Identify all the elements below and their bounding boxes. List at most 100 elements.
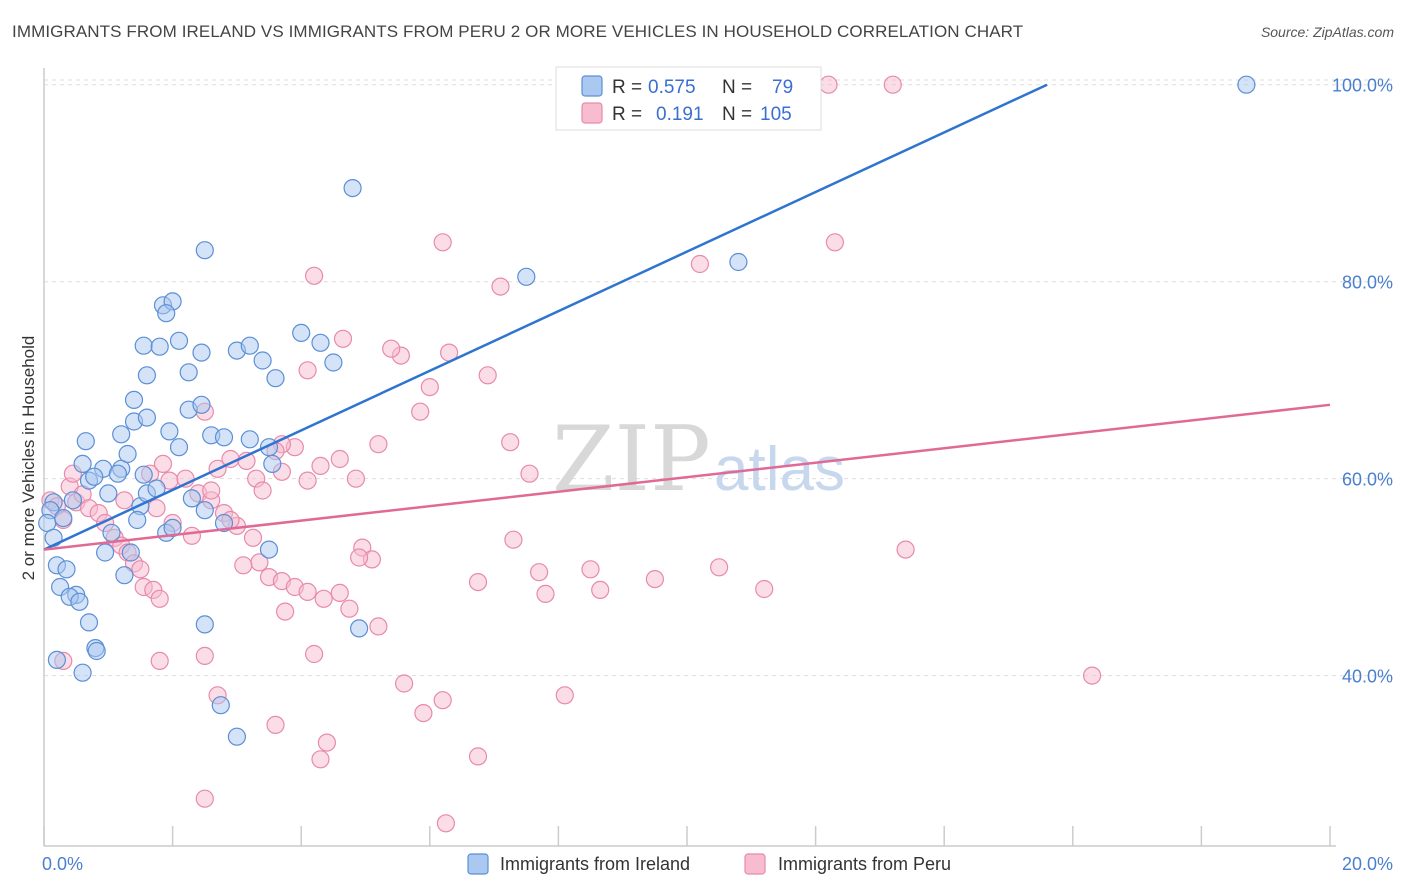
ireland-point (182, 489, 201, 508)
peru-point (305, 644, 324, 664)
y-tick-label: 80.0% (1342, 273, 1393, 293)
ireland-point (169, 331, 189, 350)
ireland-point (214, 513, 234, 533)
peru-point (709, 558, 729, 577)
stats-legend: R = 0.575 N = 79 R = 0.191 N = 105 (555, 66, 822, 131)
ireland-point (1237, 75, 1256, 94)
chart-title: IMMIGRANTS FROM IRELAND VS IMMIGRANTS FR… (12, 22, 1024, 41)
y-axis-label: 2 or more Vehicles in Household (19, 336, 38, 581)
ireland-point (157, 304, 176, 323)
ireland-point (240, 430, 259, 449)
ireland-point (124, 390, 144, 409)
ireland-point (54, 508, 73, 528)
peru-point (369, 617, 388, 636)
peru-point (276, 602, 295, 621)
peru-point (420, 378, 439, 397)
legend-swatch-ireland (581, 75, 603, 97)
peru-point (819, 75, 838, 94)
ireland-point (195, 241, 214, 260)
x-tick-label-min: 0.0% (42, 854, 83, 874)
x-axis-ticks (43, 826, 1331, 846)
ireland-point (227, 727, 246, 746)
peru-point (520, 464, 539, 483)
ireland-point (192, 343, 211, 362)
ireland-point (292, 323, 311, 342)
y-tick-labels: 40.0% 60.0% 80.0% 100.0% (1332, 76, 1393, 687)
peru-point (346, 469, 365, 488)
ireland-point (211, 696, 230, 715)
ireland-point (134, 465, 153, 484)
ireland-point (85, 467, 104, 486)
peru-point (150, 589, 169, 608)
legend-peru-n-value: 105 (760, 104, 792, 125)
legend-peru-r-label: R = (612, 104, 642, 125)
ireland-point (240, 336, 259, 355)
peru-point (1082, 666, 1102, 685)
peru-point (202, 481, 221, 500)
ireland-point (47, 650, 67, 670)
peru-point (195, 789, 214, 808)
peru-point (298, 361, 317, 380)
ireland-point (102, 523, 121, 542)
peru-point (896, 540, 915, 559)
peru-point (883, 75, 902, 94)
peru-point (243, 528, 263, 547)
ireland-point (121, 543, 140, 562)
peru-point (350, 548, 369, 567)
peru-point (414, 703, 433, 723)
peru-point (305, 266, 324, 285)
legend-ireland-n-value: 79 (772, 77, 793, 98)
peru-point (690, 254, 710, 274)
peru-point (468, 572, 488, 592)
y-tick-label: 60.0% (1342, 470, 1393, 490)
peru-point (504, 530, 523, 549)
peru-point (317, 733, 336, 752)
ireland-point (195, 615, 214, 634)
ireland-point (169, 438, 189, 457)
peru-point (150, 651, 169, 671)
peru-point (491, 277, 510, 296)
bottom-legend-peru-label: Immigrants from Peru (778, 854, 951, 874)
ireland-point (263, 454, 282, 473)
y-tick-label: 40.0% (1342, 667, 1393, 687)
bottom-legend-swatch-ireland (467, 853, 489, 875)
ireland-point (195, 501, 214, 520)
peru-point (755, 579, 774, 599)
legend-peru-n-label: N = (722, 104, 752, 125)
peru-point (311, 456, 330, 475)
legend-ireland-n-label: N = (722, 77, 752, 98)
ireland-point (79, 613, 99, 632)
watermark-atlas: atlas (714, 435, 845, 504)
peru-point (340, 599, 359, 618)
ireland-point (73, 454, 92, 473)
peru-point (195, 646, 214, 666)
ireland-point (76, 432, 95, 451)
ireland-point (57, 560, 76, 579)
ireland-point (192, 395, 211, 414)
ireland-point (163, 518, 182, 538)
chart-source: Source: ZipAtlas.com (1260, 24, 1394, 40)
peru-point (333, 329, 353, 348)
peru-point (433, 691, 452, 710)
ireland-point (73, 663, 92, 682)
ireland-point (259, 540, 279, 559)
ireland-point (112, 425, 131, 444)
x-tick-label-max: 20.0% (1342, 854, 1393, 874)
ireland-point (729, 252, 748, 272)
peru-point (115, 491, 134, 510)
peru-point (330, 449, 349, 469)
peru-point (314, 589, 333, 608)
ireland-point (253, 351, 272, 370)
bottom-legend-ireland-label: Immigrants from Ireland (500, 854, 690, 874)
ireland-point (134, 336, 153, 355)
peru-point (147, 499, 166, 518)
peru-point (330, 583, 349, 603)
ireland-point (108, 464, 128, 483)
peru-point (311, 750, 330, 769)
ireland-point (70, 592, 89, 611)
ireland-point (95, 543, 115, 562)
ireland-point (214, 428, 234, 447)
peru-point (478, 366, 497, 385)
peru-point (555, 686, 574, 705)
